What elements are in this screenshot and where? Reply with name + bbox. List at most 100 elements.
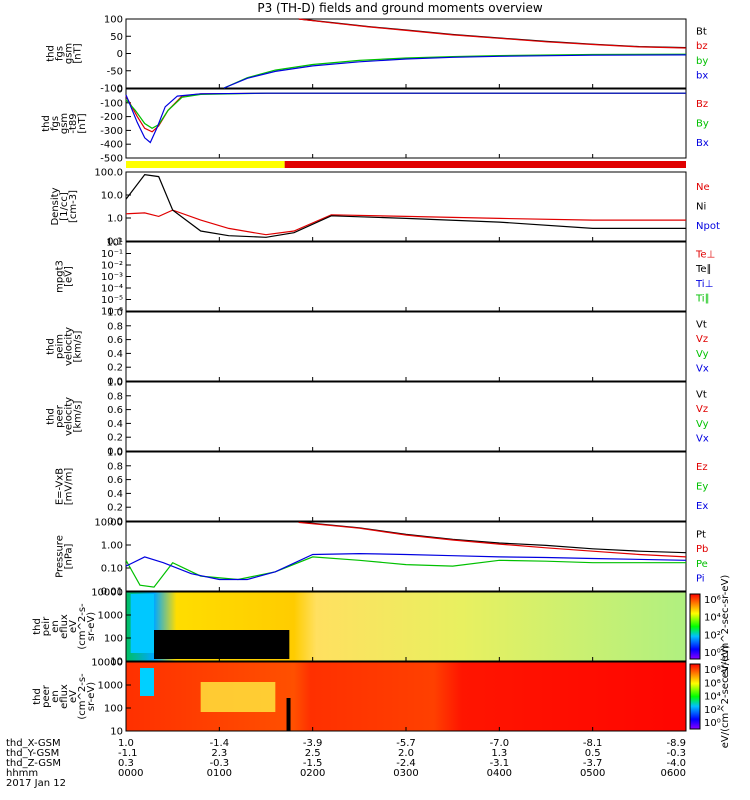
y-tick-label: 1.0 <box>107 378 123 389</box>
y-axis-label-line: thd <box>41 115 52 132</box>
y-axis-label-line: peer <box>41 684 52 708</box>
footer-row-value: -3.7 <box>583 758 603 769</box>
footer-row-value: -3.1 <box>490 758 510 769</box>
series-line-Ne <box>125 209 686 236</box>
y-tick-label: 10⁻⁵ <box>101 295 123 306</box>
y-axis-label-line: gsm <box>64 43 75 64</box>
footer-row-value: 0300 <box>393 768 418 779</box>
y-axis-label-line: eflux <box>59 684 70 709</box>
y-axis-label-line: Density <box>50 187 61 225</box>
y-axis-label-line: (cm^2-s- <box>77 673 88 720</box>
colorbar-tick: 10⁴ <box>704 613 721 624</box>
footer-row-value: 2.5 <box>305 748 321 759</box>
legend-entry: Vy <box>696 419 709 430</box>
footer-row-value: 1.3 <box>491 748 507 759</box>
y-axis-label-line: fgs <box>50 116 61 131</box>
legend-entry: Ex <box>696 501 708 512</box>
y-tick-label: 0.6 <box>107 405 123 416</box>
footer-row-value: 0200 <box>300 768 325 779</box>
legend-entry: Ey <box>696 482 708 493</box>
y-tick-label: 0.2 <box>107 433 123 444</box>
colorbar-tick: 10⁰ <box>704 718 721 729</box>
y-tick-label: 10 <box>110 727 123 738</box>
footer-row-value: 1.0 <box>118 738 134 749</box>
footer-row-label: thd_Y-GSM <box>6 748 59 759</box>
legend-entry: bx <box>696 71 708 82</box>
colorbar-tick: 10⁸ <box>704 665 721 676</box>
colorbar-tick: 10⁰ <box>704 648 721 659</box>
y-tick-label: 10¹ <box>106 238 123 249</box>
y-axis-label-line: Pressure <box>55 535 66 578</box>
footer-row-value: 2.0 <box>398 748 414 759</box>
legend-entry: Npot <box>696 221 720 232</box>
y-tick-label: 10000 <box>91 658 123 669</box>
y-tick-label: 0.8 <box>107 321 123 332</box>
y-axis-label-line: eflux <box>59 614 70 639</box>
panel-efield: 1.0 0.8 0.6 0.4 0.2 0.0 E=-VxB[mV/m] Ez Ey Ex <box>55 448 709 528</box>
y-axis-label-line: mpgt3 <box>55 260 66 293</box>
y-tick-label: 0.0 <box>107 447 123 458</box>
y-tick-label: 0.10 <box>101 564 123 575</box>
y-tick-label: 0.8 <box>107 461 123 472</box>
footer-row-value: -0.3 <box>210 758 230 769</box>
legend-entry: Ti∥ <box>695 294 710 305</box>
series-line-Pb <box>298 521 687 558</box>
colorbar-tick: 10⁴ <box>704 692 721 703</box>
legend-entry: Vx <box>696 434 709 445</box>
y-tick-label: 50 <box>110 32 123 43</box>
y-tick-label: 100.0 <box>94 168 123 179</box>
legend-entry: Vz <box>696 404 708 415</box>
y-axis-label-line: thd <box>46 338 57 355</box>
colorbar <box>689 663 701 730</box>
footer-row-value: -1.5 <box>303 758 323 769</box>
colorbar-label-text: eV/(cm^2-sec-sr-eV) <box>720 575 731 679</box>
footer-row-label: thd_X-GSM <box>6 738 61 749</box>
footer-row-value: -4.0 <box>666 758 686 769</box>
y-axis-label-line: [mV/m] <box>64 468 75 506</box>
y-axis-label-line: [nT] <box>73 43 84 63</box>
y-tick-label: 10⁻³ <box>101 272 123 283</box>
y-tick-label: 0 <box>117 49 123 60</box>
legend-entry: Ne <box>696 182 710 193</box>
y-tick-label: 0.4 <box>107 349 123 360</box>
colorbar-label-text: eV/(cm^2-sec-sr-eV) <box>720 645 731 749</box>
chart-title: P3 (TH-D) fields and ground moments over… <box>257 1 542 15</box>
panel-frame <box>125 241 687 312</box>
y-tick-label: 1000 <box>98 681 123 692</box>
footer-row-value: 0000 <box>118 768 143 779</box>
y-tick-label: -100 <box>100 98 123 109</box>
footer-row-value: -8.1 <box>583 738 603 749</box>
peir-high-flux-band <box>130 594 154 653</box>
legend-entry: bz <box>696 41 708 52</box>
footer-row-value: 0100 <box>207 768 232 779</box>
panel-frame <box>125 88 687 159</box>
footer-row-label: hhmm <box>6 768 38 779</box>
y-axis-label: E=-VxB[mV/m] <box>55 468 75 506</box>
y-axis-label-line: [eV] <box>64 266 75 287</box>
y-tick-label: -50 <box>107 66 123 77</box>
panels-layer: 100500-50-100thdfgsgsm[nT]Btbzbybx0-100-… <box>32 15 731 749</box>
series-line-Pt <box>298 521 687 554</box>
y-tick-label: 0.1 <box>107 237 123 248</box>
y-axis-label-line: E=-VxB <box>55 468 66 505</box>
series-line-Bz <box>125 92 686 133</box>
y-tick-label: -300 <box>100 126 123 137</box>
footer-row-value: -8.9 <box>666 738 686 749</box>
series-line-Pe <box>125 556 686 588</box>
y-axis-label-line: peer <box>55 404 66 428</box>
y-tick-label: -200 <box>100 112 123 123</box>
y-tick-label: 0.6 <box>107 335 123 346</box>
y-tick-label: 10⁻² <box>101 261 123 272</box>
y-axis-label-line: en <box>50 690 61 703</box>
y-axis-label-line: peim <box>55 334 66 359</box>
series-line-By <box>125 92 686 129</box>
y-axis-label-line: eV <box>68 690 79 703</box>
y-tick-label: 10.00 <box>94 518 123 529</box>
